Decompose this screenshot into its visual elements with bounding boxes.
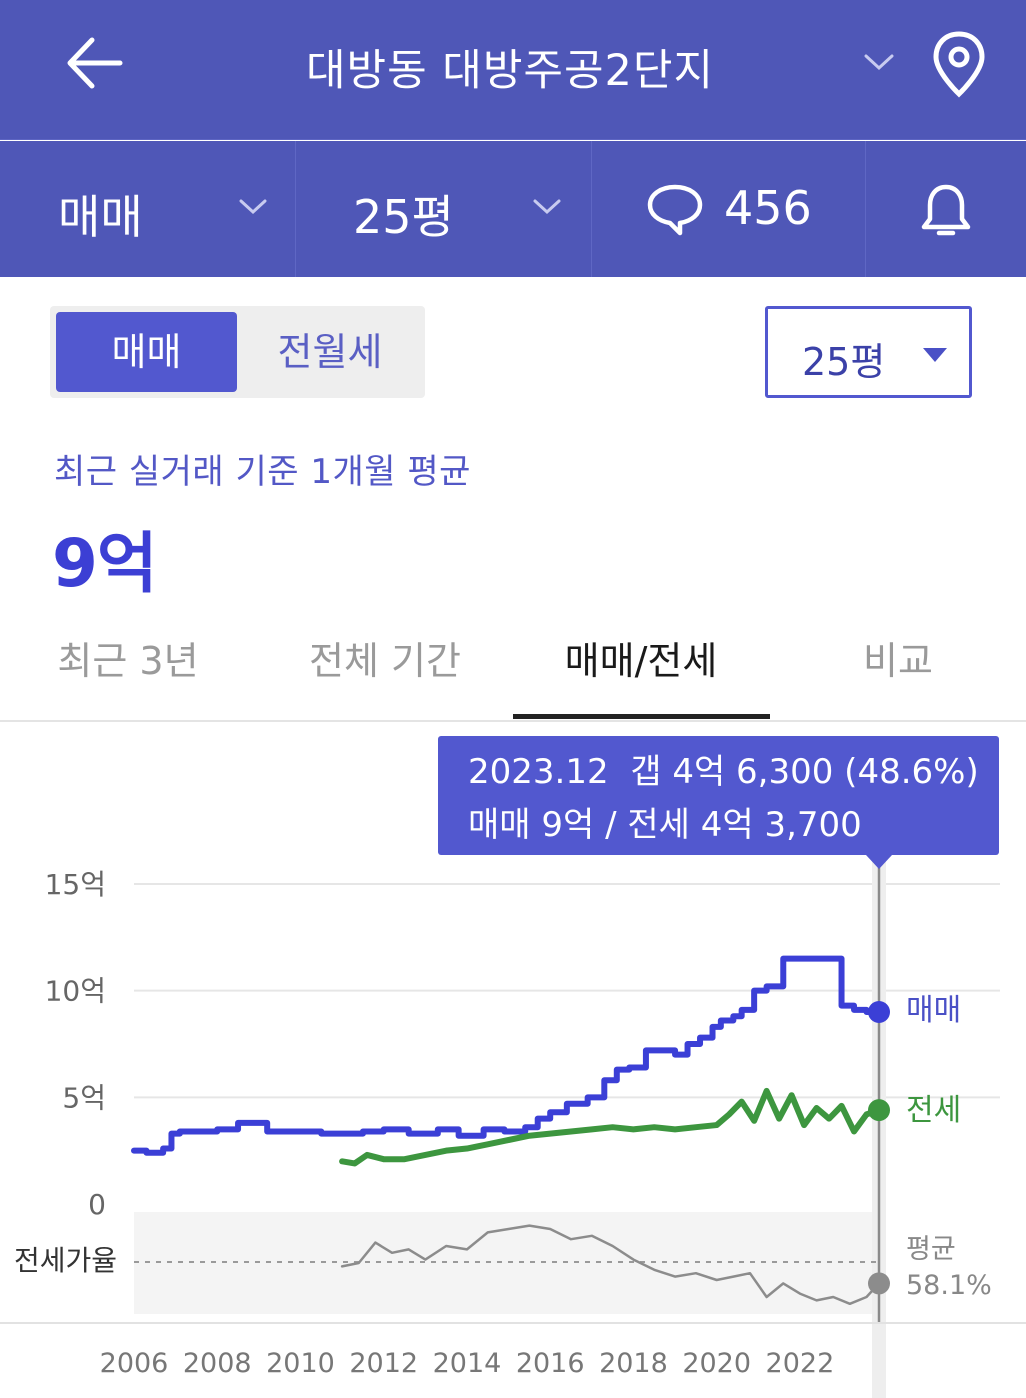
bell-icon <box>921 184 971 236</box>
tooltip-detail: 매매 9억 / 전세 4억 3,700 <box>468 805 862 845</box>
trade-type-dropdown[interactable]: 매매 <box>0 141 296 277</box>
active-tab-indicator <box>513 714 770 719</box>
page-title[interactable]: 대방동 대방주공2단지 <box>305 46 715 96</box>
tab-compare[interactable]: 비교 <box>863 639 933 683</box>
size-select[interactable]: 25평 <box>765 306 972 398</box>
ratio-axis-label: 전세가율 <box>14 1244 117 1277</box>
tab-all-period[interactable]: 전체 기간 <box>309 639 461 683</box>
x-tick-label: 2012 <box>349 1348 418 1379</box>
x-tick-label: 2006 <box>100 1348 169 1379</box>
y-tick-label: 15억 <box>45 868 106 901</box>
legend-jeonse: 전세 <box>906 1093 961 1128</box>
jeonse-ratio-line <box>340 1224 881 1306</box>
x-tick-label: 2008 <box>183 1348 252 1379</box>
tabs-divider <box>0 720 1026 722</box>
y-tick-label: 10억 <box>45 975 106 1008</box>
chart-bottom-divider <box>0 1322 1026 1324</box>
ratio-average-value: 58.1% <box>906 1270 992 1301</box>
tab-recent-3y[interactable]: 최근 3년 <box>57 639 199 683</box>
tooltip-pointer <box>866 855 892 869</box>
caret-down-icon <box>923 348 947 362</box>
trade-toggle: 매매 전월세 <box>50 306 425 398</box>
comments-button[interactable]: 456 <box>592 141 866 277</box>
top-app-bar: 대방동 대방주공2단지 <box>0 0 1026 140</box>
y-tick-label: 0 <box>88 1188 106 1221</box>
ratio-average-label: 평균 <box>906 1234 956 1265</box>
tooltip-line-1: 2023.12 갭 4억 6,300 (48.6%) <box>468 746 999 799</box>
legend-sale: 매매 <box>906 993 961 1028</box>
jeonse-price-line-end-point <box>868 1099 890 1122</box>
tooltip-gap: 갭 4억 6,300 (48.6%) <box>630 752 979 792</box>
x-tick-label: 2022 <box>766 1348 835 1379</box>
location-pin-icon[interactable] <box>930 30 988 100</box>
price-chart[interactable]: 15억 10억 5억 0 2006 2008 2010 2012 2014 2016 2018 202… <box>0 722 1026 1398</box>
y-tick-label: 5억 <box>62 1081 106 1114</box>
tooltip-date: 2023.12 <box>468 752 609 792</box>
trade-type-label: 매매 <box>58 190 143 244</box>
chevron-down-icon <box>239 199 267 215</box>
toggle-sale[interactable]: 매매 <box>56 312 237 392</box>
jeonse-price-line <box>339 1087 882 1167</box>
average-price: 9억 <box>52 525 158 602</box>
x-tick-label: 2016 <box>516 1348 585 1379</box>
x-tick-label: 2018 <box>599 1348 668 1379</box>
jeonse-ratio-line-end-point <box>868 1272 890 1295</box>
alert-button[interactable] <box>866 141 1026 277</box>
size-label: 25평 <box>353 190 454 244</box>
comment-count: 456 <box>724 181 812 235</box>
speech-bubble-icon <box>647 184 703 236</box>
back-arrow-icon[interactable] <box>60 28 130 98</box>
size-dropdown[interactable]: 25평 <box>296 141 592 277</box>
chevron-down-icon[interactable] <box>862 48 896 76</box>
chart-tooltip: 2023.12 갭 4억 6,300 (48.6%) 매매 9억 / 전세 4억… <box>438 736 999 855</box>
sale-price-line <box>131 955 882 1156</box>
toggle-rent[interactable]: 전월세 <box>277 330 383 374</box>
x-tick-label: 2014 <box>433 1348 502 1379</box>
sale-price-line-end-point <box>868 1001 890 1023</box>
filter-bar: 매매 25평 456 <box>0 141 1026 277</box>
chevron-down-icon <box>533 199 561 215</box>
tab-sale-jeonse[interactable]: 매매/전세 <box>564 639 718 683</box>
x-tick-label: 2020 <box>682 1348 751 1379</box>
size-select-value: 25평 <box>802 340 886 384</box>
x-tick-label: 2010 <box>266 1348 335 1379</box>
price-caption: 최근 실거래 기준 1개월 평균 <box>54 452 471 492</box>
